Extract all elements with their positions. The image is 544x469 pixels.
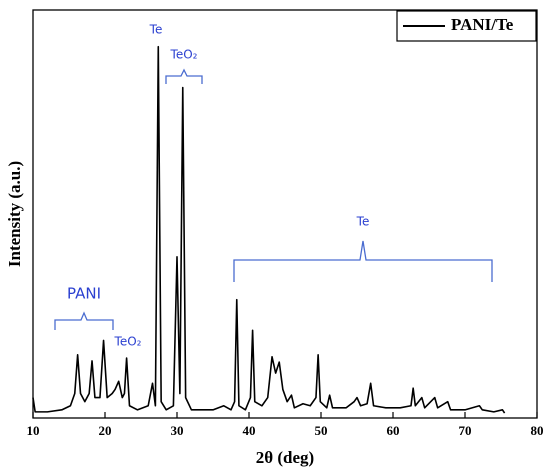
bracket	[54, 311, 114, 330]
x-tick-label: 30	[171, 423, 184, 438]
x-tick-label: 70	[459, 423, 472, 438]
annotation: Te	[356, 215, 370, 229]
bracket	[233, 240, 493, 282]
plot-frame	[32, 9, 538, 419]
x-tick-label: 40	[243, 423, 256, 438]
y-axis-label: Intensity (a.u.)	[5, 161, 24, 267]
annotation: Te	[149, 23, 163, 37]
x-tick-label: 50	[315, 423, 328, 438]
annotation: PANI	[67, 285, 101, 303]
bracket	[165, 68, 203, 84]
x-tick-label: 60	[387, 423, 400, 438]
x-tick-label: 80	[531, 423, 544, 438]
annotation: TeO₂	[114, 335, 142, 349]
x-tick-label: 10	[27, 423, 40, 438]
x-axis-label: 2θ (deg)	[256, 448, 314, 467]
annotation: TeO₂	[170, 48, 198, 62]
legend-label: PANI/Te	[451, 15, 514, 34]
x-tick-label: 20	[99, 423, 112, 438]
data-line	[32, 45, 506, 414]
